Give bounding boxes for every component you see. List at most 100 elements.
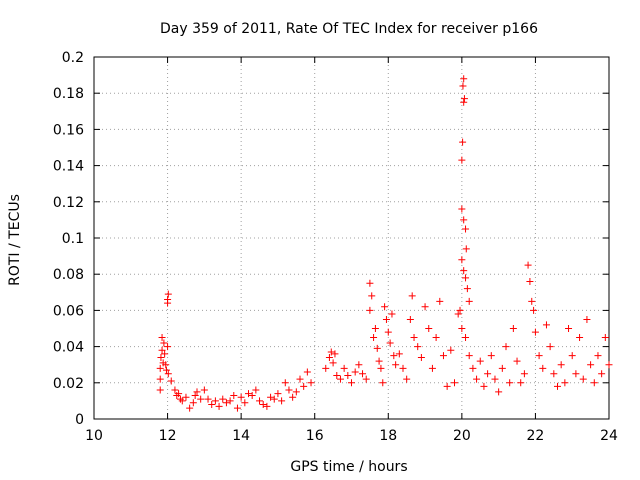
- data-point: [465, 352, 473, 360]
- data-point: [200, 386, 208, 394]
- y-tick-label: 0.06: [53, 303, 84, 319]
- data-point: [502, 343, 510, 351]
- data-point: [173, 391, 181, 399]
- data-point: [451, 379, 458, 387]
- data-point: [463, 285, 471, 293]
- data-point: [414, 343, 422, 351]
- data-point: [469, 364, 477, 372]
- data-point: [428, 364, 436, 372]
- data-point: [572, 370, 580, 378]
- y-tick-label: 0.18: [53, 86, 84, 102]
- data-point: [331, 350, 339, 358]
- data-point: [546, 343, 554, 351]
- data-point: [182, 393, 190, 401]
- data-point: [484, 370, 492, 378]
- data-point: [460, 98, 468, 106]
- y-tick-label: 0.08: [53, 267, 84, 283]
- data-point: [458, 156, 466, 164]
- x-tick-label: 20: [453, 428, 471, 444]
- data-point: [392, 361, 400, 369]
- y-axis-label: ROTI / TECUs: [7, 194, 23, 286]
- data-point: [458, 256, 466, 264]
- data-point: [377, 364, 385, 372]
- data-point: [517, 379, 525, 387]
- data-point: [371, 325, 379, 332]
- data-point: [491, 375, 499, 383]
- y-tick-label: 0.14: [53, 159, 84, 175]
- x-tick-label: 14: [232, 428, 250, 444]
- data-point: [460, 216, 468, 224]
- data-point: [382, 315, 390, 323]
- data-point: [458, 205, 466, 213]
- data-point: [462, 225, 470, 233]
- data-point: [164, 370, 172, 378]
- data-point: [359, 370, 367, 378]
- chart-title: Day 359 of 2011, Rate Of TEC Index for r…: [160, 21, 538, 37]
- data-point: [406, 315, 414, 323]
- data-point: [388, 310, 396, 318]
- x-axis-label: GPS time / hours: [290, 459, 407, 475]
- data-point: [530, 306, 538, 314]
- data-point: [197, 395, 205, 403]
- data-point: [509, 325, 517, 332]
- data-point: [436, 297, 444, 305]
- data-point: [487, 352, 495, 360]
- data-point: [292, 388, 300, 396]
- data-point: [325, 353, 333, 361]
- data-point: [399, 364, 407, 372]
- data-point: [587, 361, 595, 369]
- data-point: [296, 375, 304, 383]
- data-point: [162, 366, 170, 374]
- grid: [94, 57, 609, 419]
- data-point: [327, 348, 335, 356]
- data-point: [211, 397, 219, 405]
- x-tick-label: 10: [85, 428, 103, 444]
- data-point: [539, 364, 547, 372]
- data-point: [226, 397, 234, 405]
- data-point: [524, 261, 532, 269]
- data-point: [164, 343, 172, 351]
- data-point: [248, 391, 256, 399]
- data-point: [336, 375, 344, 383]
- data-point: [460, 267, 468, 275]
- data-point: [303, 368, 311, 376]
- data-point: [259, 401, 267, 409]
- data-point: [222, 399, 230, 407]
- data-point: [362, 375, 370, 383]
- data-point: [528, 297, 536, 305]
- data-point: [204, 395, 212, 403]
- data-point: [375, 357, 383, 365]
- x-tick-label: 16: [306, 428, 324, 444]
- data-point: [191, 391, 199, 399]
- data-point: [462, 334, 470, 342]
- data-point: [370, 334, 378, 342]
- data-point: [156, 386, 164, 394]
- y-tick-label: 0.2: [62, 50, 84, 66]
- data-point: [456, 306, 464, 314]
- data-point: [348, 379, 355, 387]
- data-point: [278, 397, 286, 405]
- data-point: [164, 299, 172, 307]
- x-tick-label: 24: [600, 428, 618, 444]
- x-ticks: 10 12 14 16 18 20 22 24: [85, 57, 618, 444]
- data-point: [458, 325, 466, 332]
- data-point: [601, 334, 609, 342]
- data-point: [390, 352, 398, 360]
- data-point: [447, 346, 455, 354]
- data-point: [526, 277, 534, 285]
- data-point: [186, 404, 194, 412]
- data-point: [454, 310, 462, 318]
- x-tick-label: 22: [527, 428, 545, 444]
- data-point: [245, 390, 252, 398]
- data-point: [480, 382, 488, 390]
- data-point: [215, 402, 223, 410]
- data-point: [322, 364, 330, 372]
- y-ticks: 0 0.02 0.04 0.06 0.08 0.1 0.12 0.14 0.16 0.18 0.2: [53, 50, 609, 428]
- data-point: [439, 352, 447, 360]
- data-point: [598, 370, 606, 378]
- data-point: [158, 346, 166, 354]
- data-point: [274, 390, 282, 398]
- data-point: [267, 393, 275, 401]
- y-tick-label: 0.1: [62, 231, 84, 247]
- data-point: [568, 352, 576, 360]
